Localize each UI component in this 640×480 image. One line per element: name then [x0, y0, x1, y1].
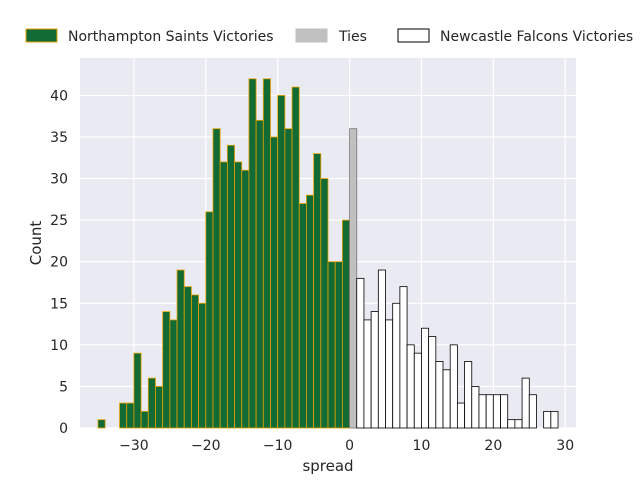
legend: Northampton Saints Victories Ties Newcas… — [25, 28, 633, 45]
bar — [478, 394, 487, 429]
y-tick-label: 30 — [50, 172, 68, 188]
bar — [205, 211, 214, 429]
bar — [334, 261, 343, 429]
y-tick-label: 20 — [50, 255, 68, 271]
bar — [406, 344, 415, 429]
bar — [435, 361, 444, 429]
bar — [377, 269, 386, 429]
y-tick-labels: 0 5 10 15 20 25 30 35 40 — [50, 88, 68, 437]
bar — [456, 402, 465, 429]
bar — [140, 410, 149, 429]
bar — [255, 119, 264, 429]
bar — [176, 269, 185, 429]
bar — [464, 361, 473, 429]
bar — [320, 178, 329, 429]
bar — [528, 394, 537, 429]
bar — [219, 161, 228, 429]
bar — [155, 386, 164, 429]
legend-swatch-ties — [295, 28, 328, 43]
bar — [492, 394, 501, 429]
bar — [234, 161, 243, 429]
bars-group — [97, 78, 559, 429]
legend-label-northampton: Northampton Saints Victories — [68, 29, 274, 45]
bar — [550, 410, 559, 429]
bar — [341, 219, 350, 429]
bar — [147, 377, 156, 429]
bar — [284, 128, 293, 429]
bar — [306, 194, 315, 429]
bar — [363, 319, 372, 429]
bar — [392, 302, 401, 429]
bar — [277, 95, 286, 429]
bar — [327, 261, 336, 429]
bar — [191, 294, 200, 429]
bar — [162, 311, 171, 429]
bar — [169, 319, 178, 429]
bar — [514, 419, 523, 429]
bar — [198, 302, 207, 429]
bar — [521, 377, 530, 429]
legend-swatch-newcastle — [397, 28, 430, 43]
y-tick-label: 0 — [59, 421, 68, 437]
bar — [298, 203, 307, 429]
bar — [212, 128, 221, 429]
x-tick-label: 0 — [345, 438, 354, 454]
bar — [226, 144, 235, 429]
legend-label-ties: Ties — [338, 29, 367, 45]
bar — [97, 419, 106, 429]
bar — [349, 128, 358, 429]
x-tick-label: 30 — [556, 438, 574, 454]
bar — [500, 394, 509, 429]
bar — [471, 386, 480, 429]
bar — [485, 394, 494, 429]
bar — [119, 402, 128, 429]
bar — [413, 352, 422, 429]
bar — [270, 136, 279, 429]
x-tick-label: −20 — [191, 438, 221, 454]
legend-label-newcastle: Newcastle Falcons Victories — [440, 29, 633, 45]
y-tick-label: 10 — [50, 338, 68, 354]
bar — [356, 277, 365, 429]
bar — [133, 352, 142, 429]
bar — [385, 319, 394, 429]
bar — [428, 336, 437, 429]
y-axis-label: Count — [27, 221, 45, 266]
bar — [543, 410, 552, 429]
bar — [126, 402, 135, 429]
bar — [442, 369, 451, 429]
bar — [421, 327, 430, 429]
bar — [399, 286, 408, 429]
x-tick-label: 20 — [484, 438, 502, 454]
y-tick-label: 35 — [50, 130, 68, 146]
bar — [183, 286, 192, 429]
x-tick-label: −30 — [119, 438, 149, 454]
y-tick-label: 40 — [50, 88, 68, 104]
bar — [370, 311, 379, 429]
y-tick-label: 15 — [50, 296, 68, 312]
bar — [507, 419, 516, 429]
bar — [291, 86, 300, 429]
bar — [241, 169, 250, 429]
x-tick-label: −10 — [263, 438, 293, 454]
bar — [449, 344, 458, 429]
y-tick-label: 5 — [59, 379, 68, 395]
x-tick-label: 10 — [413, 438, 431, 454]
x-tick-labels: −30 −20 −10 0 10 20 30 — [119, 438, 574, 454]
bar — [262, 78, 271, 429]
bar — [248, 78, 257, 429]
x-axis-label: spread — [302, 457, 353, 475]
legend-swatch-northampton — [25, 28, 58, 43]
y-tick-label: 25 — [50, 213, 68, 229]
bar — [313, 153, 322, 429]
